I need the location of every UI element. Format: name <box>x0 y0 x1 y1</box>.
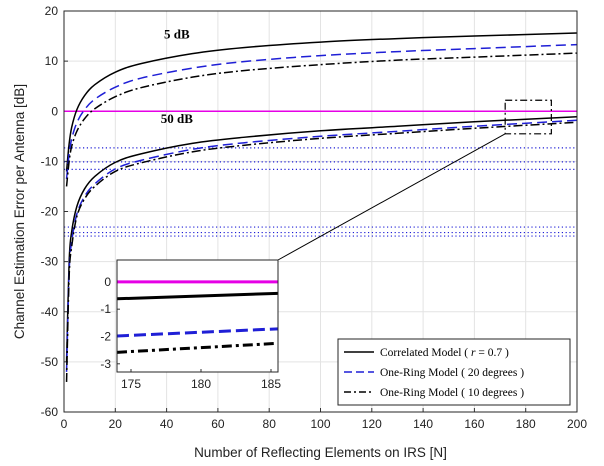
curve-group-annotation: 50 dB <box>161 111 193 126</box>
x-tick-label: 120 <box>362 417 382 431</box>
inset-y-tick-label: 0 <box>104 275 111 289</box>
series-50db-dashdot-line <box>65 121 577 382</box>
y-tick-label: -60 <box>41 405 59 419</box>
y-tick-label: -10 <box>41 154 59 168</box>
legend-entry-label-variable: r <box>471 347 476 359</box>
inset-dashdot-line <box>117 341 278 354</box>
y-tick-label: 20 <box>45 4 59 18</box>
y-axis-label: Channel Estimation Error per Antenna [dB… <box>12 84 27 339</box>
inset-series-group <box>117 280 278 354</box>
series-5db-solid-line <box>65 32 577 172</box>
legend-entry-label: One-Ring Model ( 20 degrees ) <box>380 367 524 379</box>
series-50db-solid-line <box>65 116 577 362</box>
y-tick-label: -40 <box>41 305 59 319</box>
legend-entry-label: One-Ring Model ( 10 degrees ) <box>380 387 524 399</box>
legend-entry-label-prefix: Correlated Model ( <box>380 347 471 359</box>
x-tick-label: 40 <box>160 417 174 431</box>
inset-y-tick-label: -2 <box>100 329 111 343</box>
y-tick-label: -50 <box>41 355 59 369</box>
x-tick-label: 180 <box>516 417 536 431</box>
inset-frame-bg <box>116 259 279 373</box>
inset-frame <box>116 259 279 373</box>
y-tick-label: -20 <box>41 205 59 219</box>
x-tick-label: 200 <box>567 417 587 431</box>
legend-box <box>337 338 571 406</box>
zoom-box <box>504 99 552 135</box>
zoom-connector-line <box>277 133 506 261</box>
series-5db-dashdot-line <box>65 52 577 187</box>
inset-solid-line <box>117 291 278 301</box>
plot-frame <box>63 10 578 413</box>
series-group <box>64 32 577 382</box>
legend-entry-label: Correlated Model ( r = 0.7 ) <box>380 347 509 359</box>
x-tick-label: 100 <box>310 417 330 431</box>
y-tick-label: -30 <box>41 255 59 269</box>
inset-x-tick-label: 175 <box>121 377 141 391</box>
y-tick-label: 0 <box>51 104 58 118</box>
x-axis-label: Number of Reflecting Elements on IRS [N] <box>194 445 447 460</box>
y-tick-label: 10 <box>45 54 59 68</box>
legend: Correlated Model ( r = 0.7 ) One-Ring Mod… <box>337 338 571 406</box>
inset-x-tick-label: 185 <box>261 377 281 391</box>
x-tick-label: 160 <box>464 417 484 431</box>
inset-dashed-line <box>117 327 278 338</box>
x-tick-label: 20 <box>109 417 123 431</box>
inset-x-tick-label: 180 <box>191 377 211 391</box>
legend-entry-label-suffix: = 0.7 ) <box>476 347 509 359</box>
x-tick-label: 80 <box>263 417 277 431</box>
series-5db-dashed-line <box>65 43 577 179</box>
x-tick-label: 140 <box>413 417 433 431</box>
x-tick-label: 0 <box>61 417 68 431</box>
inset-y-tick-label: -1 <box>100 302 111 316</box>
x-tick-label: 60 <box>211 417 225 431</box>
curve-group-annotation: 5 dB <box>164 27 190 42</box>
inset-y-tick-label: -3 <box>100 357 111 371</box>
